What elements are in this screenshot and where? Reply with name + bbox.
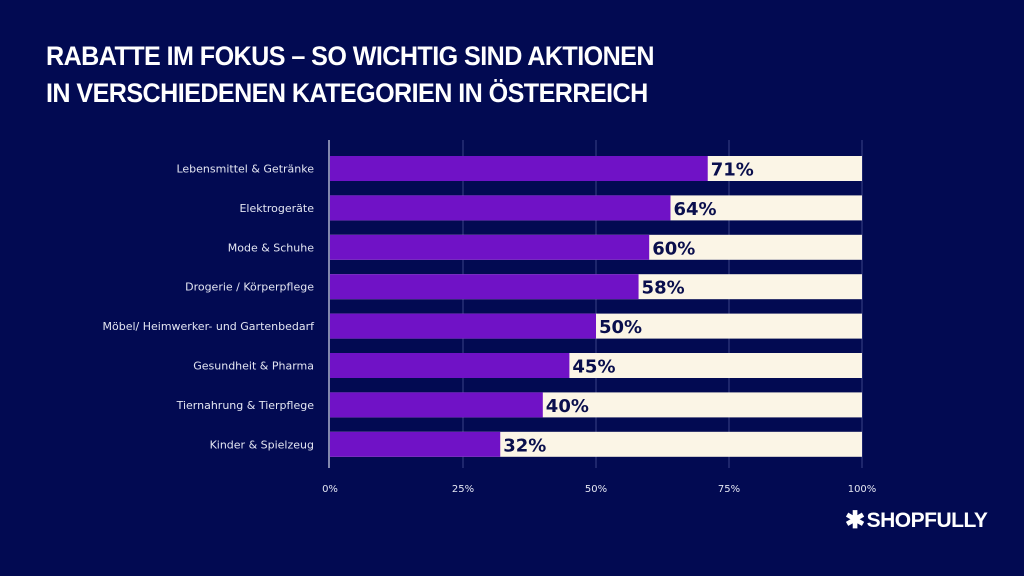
x-tick-label: 0%	[322, 484, 338, 495]
chart-title-line-1: RABATTE IM FOKUS – SO WICHTIG SIND AKTIO…	[46, 41, 655, 71]
bar	[330, 156, 708, 181]
asterisk-icon: ✱	[845, 507, 865, 534]
category-label: Elektrogeräte	[239, 202, 314, 215]
bar	[330, 313, 596, 339]
category-label: Gesundheit & Pharma	[193, 360, 314, 373]
gridlines	[462, 140, 863, 468]
category-label: Drogerie / Körperpflege	[185, 281, 314, 294]
bar-row: 60%	[330, 234, 862, 260]
bar	[330, 353, 570, 378]
bar-value-label: 64%	[673, 199, 716, 220]
x-tick-label: 50%	[585, 484, 607, 495]
bar	[330, 274, 639, 300]
x-tick-label: 100%	[848, 484, 877, 495]
chart-title: RABATTE IM FOKUS – SO WICHTIG SIND AKTIO…	[46, 38, 655, 112]
bar-value-label: 50%	[599, 317, 642, 338]
x-tick-label: 75%	[718, 484, 740, 495]
bar	[330, 234, 650, 260]
bar-row: 50%	[330, 313, 862, 339]
category-label: Möbel/ Heimwerker- und Gartenbedarf	[103, 320, 316, 333]
bar-value-label: 32%	[503, 435, 546, 456]
x-axis-ticks: 0% 25% 50% 75% 100%	[322, 484, 876, 495]
category-labels: Lebensmittel & Getränke Elektrogeräte Mode…	[103, 163, 316, 452]
bar-value-label: 60%	[652, 238, 695, 259]
bar	[330, 392, 543, 418]
bar-row: 40%	[330, 392, 862, 418]
logo-text: SHOPFULLY	[866, 509, 988, 532]
bar-row: 64%	[330, 195, 862, 221]
bar	[330, 431, 501, 457]
category-label: Lebensmittel & Getränke	[176, 163, 314, 176]
bar-value-label: 58%	[642, 278, 685, 299]
bar-value-label: 40%	[546, 396, 589, 417]
category-label: Tiernahrung & Tierpflege	[176, 399, 315, 412]
shopfully-logo: ✱ SHOPFULLY	[845, 507, 988, 534]
category-label: Mode & Schuhe	[228, 241, 314, 254]
bars: 71% 64% 60% 58%50% 45% 40%32%	[330, 156, 862, 457]
bar-row: 45%	[330, 353, 862, 378]
bar-row: 71%	[330, 156, 862, 181]
bar	[330, 195, 671, 221]
bar-value-label: 45%	[572, 357, 615, 378]
bar-row: 32%	[330, 431, 862, 457]
bar-row: 58%	[330, 274, 862, 300]
bar-value-label: 71%	[711, 160, 754, 181]
category-label: Kinder & Spielzeug	[210, 438, 314, 451]
x-tick-label: 25%	[452, 484, 474, 495]
chart-title-line-2: IN VERSCHIEDENEN KATEGORIEN IN ÖSTERREIC…	[46, 78, 648, 108]
